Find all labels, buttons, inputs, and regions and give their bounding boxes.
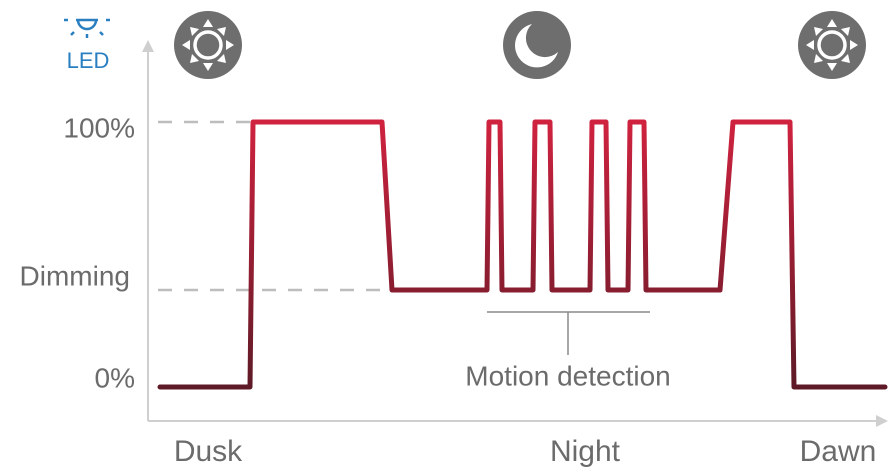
phase-label: Night <box>550 435 621 468</box>
annotation: Motion detection <box>465 360 670 391</box>
led-icon <box>64 18 110 38</box>
axes <box>142 40 888 427</box>
phase-label: Dusk <box>174 435 243 468</box>
sun-icon <box>172 9 244 81</box>
phase-label: Dawn <box>800 435 877 468</box>
sun-icon <box>796 9 868 81</box>
level-label: 100% <box>63 112 135 143</box>
moon-icon <box>503 11 571 79</box>
annotation-bracket <box>487 311 650 355</box>
icon-label: LED <box>67 48 110 73</box>
level-label: Dimming <box>20 260 130 291</box>
level-label: 0% <box>95 362 135 393</box>
light-profile <box>157 119 888 390</box>
